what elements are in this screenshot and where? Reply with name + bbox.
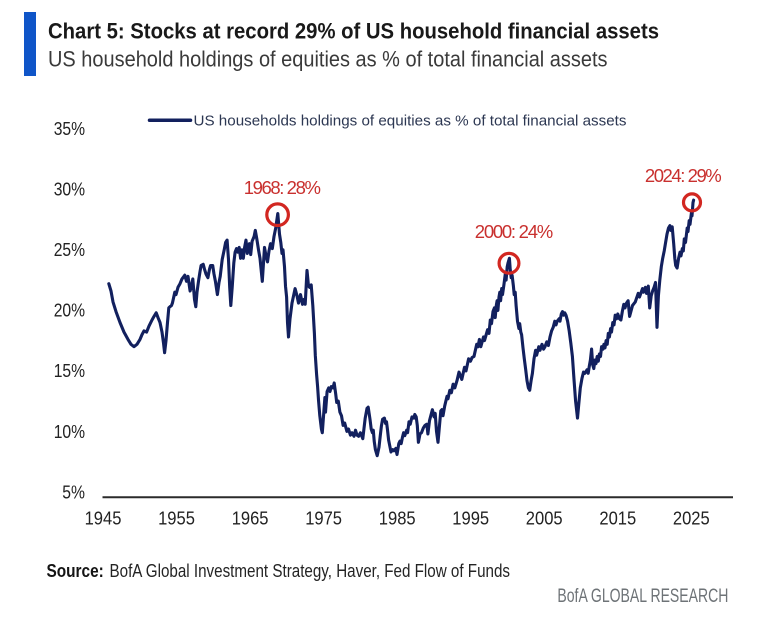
svg-text:1955: 1955 <box>158 507 195 528</box>
svg-text:US household holdings of equit: US household holdings of equities as % o… <box>48 47 608 72</box>
svg-text:25%: 25% <box>54 239 85 260</box>
svg-text:2005: 2005 <box>526 507 563 528</box>
svg-text:10%: 10% <box>54 421 85 442</box>
svg-text:1975: 1975 <box>305 507 342 528</box>
svg-text:Source:: Source: <box>47 561 104 581</box>
svg-text:US households holdings of equi: US households holdings of equities as % … <box>194 114 627 130</box>
svg-text:1965: 1965 <box>232 507 269 528</box>
svg-text:5%: 5% <box>62 481 85 502</box>
svg-text:1985: 1985 <box>379 507 416 528</box>
svg-text:20%: 20% <box>54 300 85 321</box>
svg-text:30%: 30% <box>54 179 85 200</box>
svg-text:2015: 2015 <box>599 507 636 528</box>
svg-text:BofA GLOBAL RESEARCH: BofA GLOBAL RESEARCH <box>557 585 728 607</box>
svg-text:Chart 5: Stocks at record 29%: Chart 5: Stocks at record 29% of US hous… <box>48 19 659 44</box>
svg-text:BofA Global Investment Strateg: BofA Global Investment Strategy, Haver, … <box>110 561 511 581</box>
svg-text:35%: 35% <box>54 118 85 139</box>
svg-text:2000: 24%: 2000: 24% <box>475 221 553 242</box>
svg-text:15%: 15% <box>54 360 85 381</box>
svg-text:1945: 1945 <box>85 507 122 528</box>
svg-text:2025: 2025 <box>673 507 710 528</box>
svg-text:1968: 28%: 1968: 28% <box>244 177 321 198</box>
svg-text:2024: 29%: 2024: 29% <box>645 165 722 186</box>
svg-text:1995: 1995 <box>452 507 489 528</box>
